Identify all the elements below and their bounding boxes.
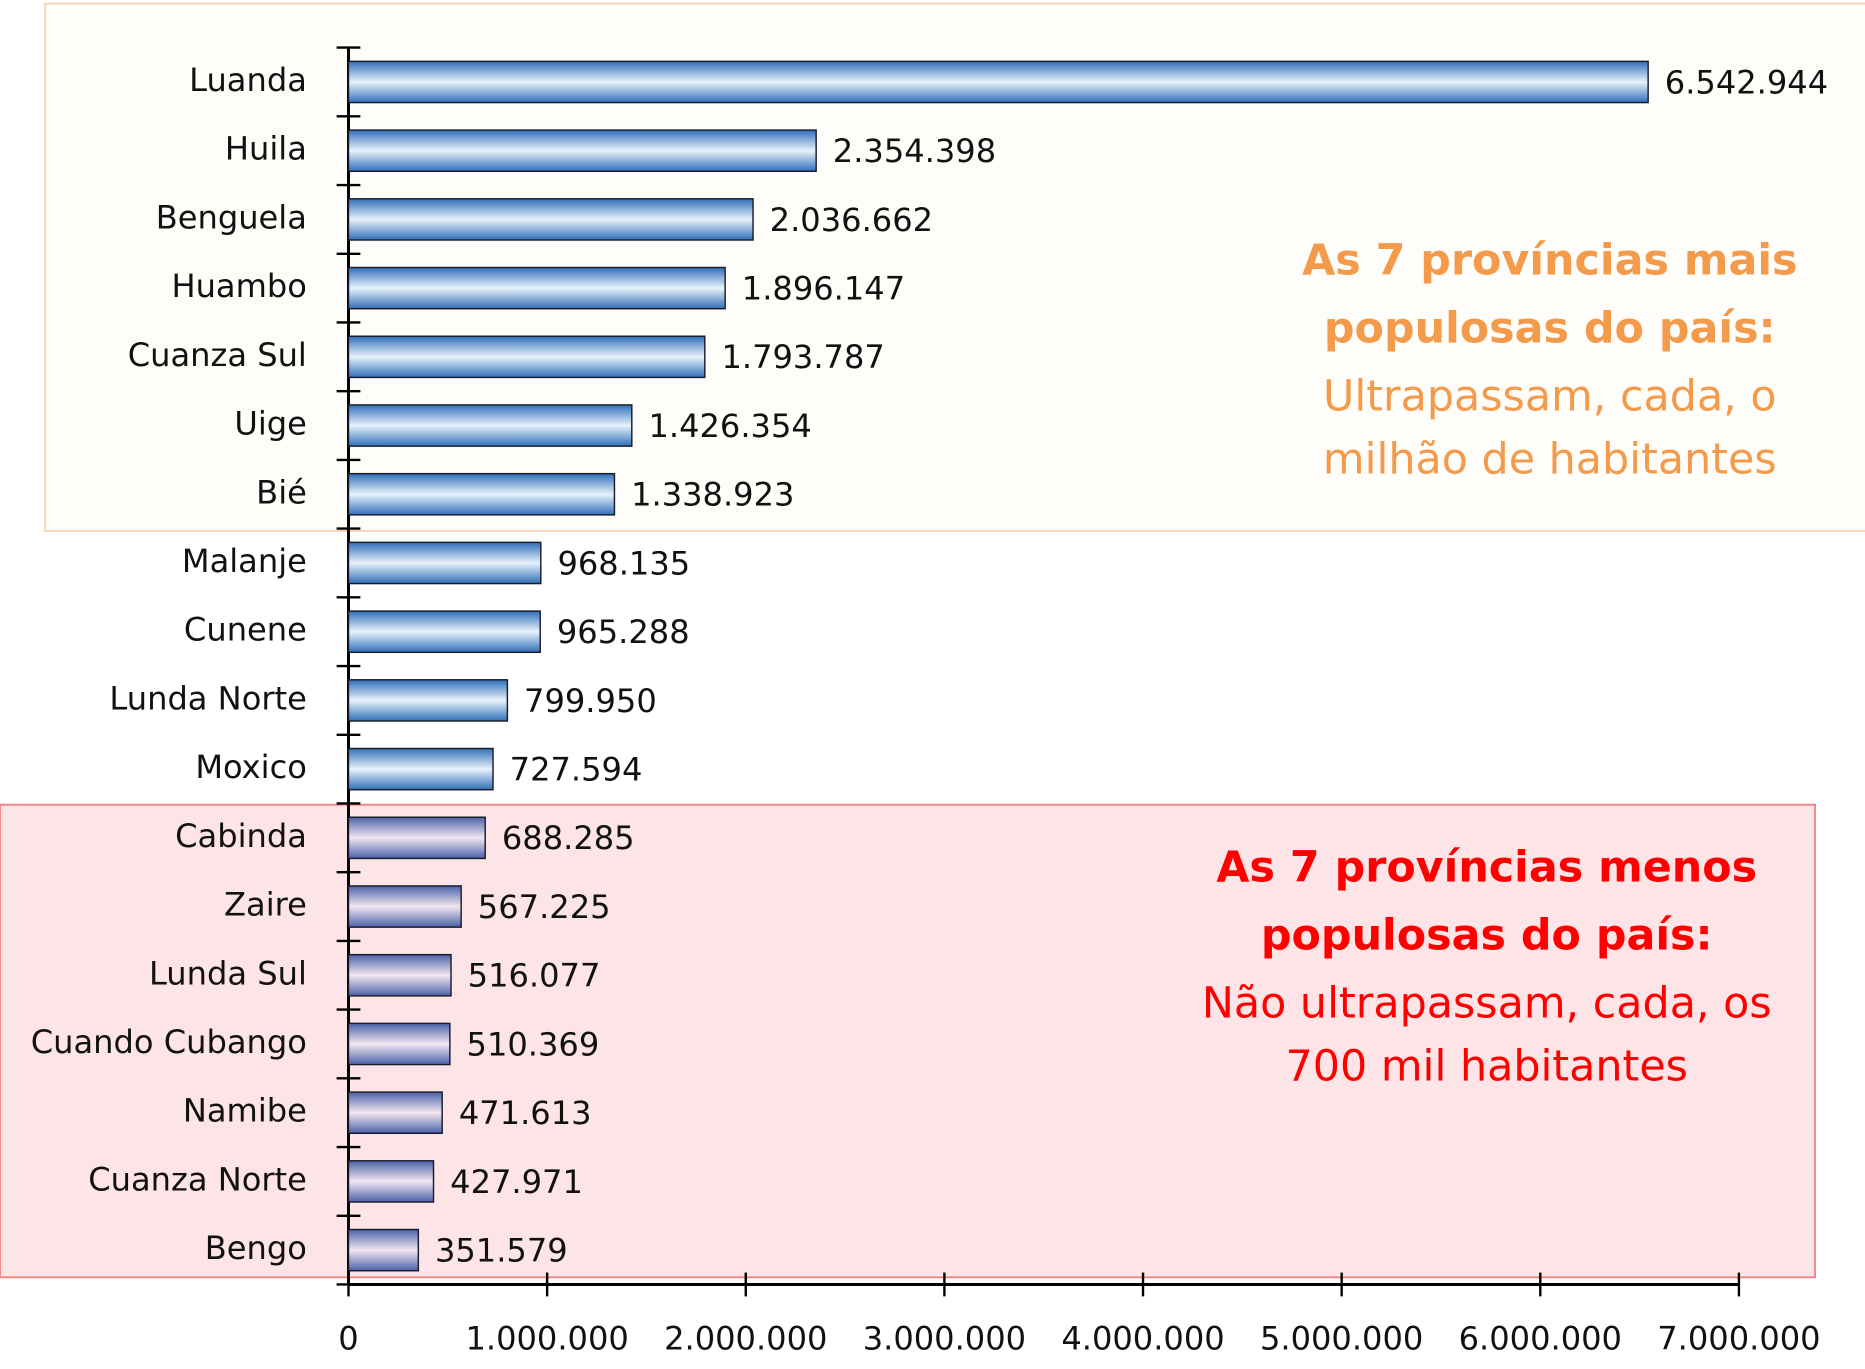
annotation-title: populosas do país: xyxy=(1261,911,1713,961)
x-tick-label: 0 xyxy=(338,1319,358,1357)
bar xyxy=(347,404,633,447)
annotation-title: As 7 províncias mais xyxy=(1302,236,1797,286)
x-tick-label: 2.000.000 xyxy=(664,1319,827,1357)
category-label: Zaire xyxy=(224,886,307,924)
category-label: Huila xyxy=(225,130,307,168)
bar xyxy=(347,472,616,516)
category-label: Benguela xyxy=(156,198,307,236)
category-label: Uige xyxy=(234,405,307,443)
bar xyxy=(347,198,754,241)
x-tick-label: 6.000.000 xyxy=(1459,1319,1622,1357)
bar xyxy=(347,610,541,654)
category-label: Luanda xyxy=(189,61,307,99)
category-label: Bengo xyxy=(205,1229,307,1267)
bar xyxy=(347,266,726,310)
bar xyxy=(347,60,1649,104)
category-label: Lunda Norte xyxy=(109,679,306,717)
value-label: 1.896.147 xyxy=(742,269,905,307)
category-label: Cabinda xyxy=(175,817,307,855)
value-label: 427.971 xyxy=(450,1163,583,1201)
bar xyxy=(347,679,509,722)
bar xyxy=(347,1091,443,1135)
category-label: Lunda Sul xyxy=(149,954,307,992)
category-label: Cuanza Norte xyxy=(88,1160,307,1198)
bar xyxy=(347,816,486,860)
category-label: Cuando Cubango xyxy=(31,1023,307,1061)
value-label: 965.288 xyxy=(557,613,690,651)
value-label: 2.354.398 xyxy=(833,132,996,170)
bar xyxy=(347,953,452,997)
value-label: 6.542.944 xyxy=(1665,63,1828,101)
category-label: Namibe xyxy=(183,1092,307,1130)
value-label: 510.369 xyxy=(467,1025,600,1063)
value-label: 516.077 xyxy=(468,957,601,995)
annotation-title: populosas do país: xyxy=(1324,303,1776,353)
category-label: Malanje xyxy=(182,542,307,580)
annotation-text: Ultrapassam, cada, o xyxy=(1323,371,1777,421)
x-tick-label: 1.000.000 xyxy=(465,1319,628,1357)
value-label: 1.793.787 xyxy=(721,338,884,376)
value-label: 727.594 xyxy=(510,750,643,788)
category-label: Moxico xyxy=(195,748,307,786)
category-label: Cuanza Sul xyxy=(128,336,307,374)
category-label: Bié xyxy=(256,473,307,511)
bar xyxy=(347,1228,420,1272)
annotation-text: milhão de habitantes xyxy=(1323,434,1777,484)
value-label: 567.225 xyxy=(478,888,611,926)
x-tick-label: 7.000.000 xyxy=(1657,1319,1820,1357)
x-tick-label: 5.000.000 xyxy=(1260,1319,1423,1357)
bar xyxy=(347,129,817,173)
value-label: 1.338.923 xyxy=(631,476,794,514)
bar xyxy=(347,541,542,585)
value-label: 799.950 xyxy=(524,682,657,720)
value-label: 2.036.662 xyxy=(770,201,933,239)
bar xyxy=(347,1160,435,1203)
category-label: Huambo xyxy=(171,267,306,305)
bar xyxy=(347,335,706,379)
bar xyxy=(347,747,494,791)
annotation-title: As 7 províncias menos xyxy=(1216,843,1757,893)
value-label: 471.613 xyxy=(459,1094,592,1132)
value-label: 1.426.354 xyxy=(648,407,811,445)
bar xyxy=(347,1022,451,1066)
x-tick-label: 4.000.000 xyxy=(1061,1319,1224,1357)
value-label: 968.135 xyxy=(557,544,690,582)
annotation-text: Não ultrapassam, cada, os xyxy=(1202,978,1772,1028)
category-label: Cunene xyxy=(184,611,307,649)
value-label: 351.579 xyxy=(435,1231,568,1269)
value-label: 688.285 xyxy=(502,819,635,857)
annotation-text: 700 mil habitantes xyxy=(1286,1041,1688,1091)
bar xyxy=(347,885,462,928)
x-tick-label: 3.000.000 xyxy=(863,1319,1026,1357)
bottom-box xyxy=(0,803,1816,1279)
